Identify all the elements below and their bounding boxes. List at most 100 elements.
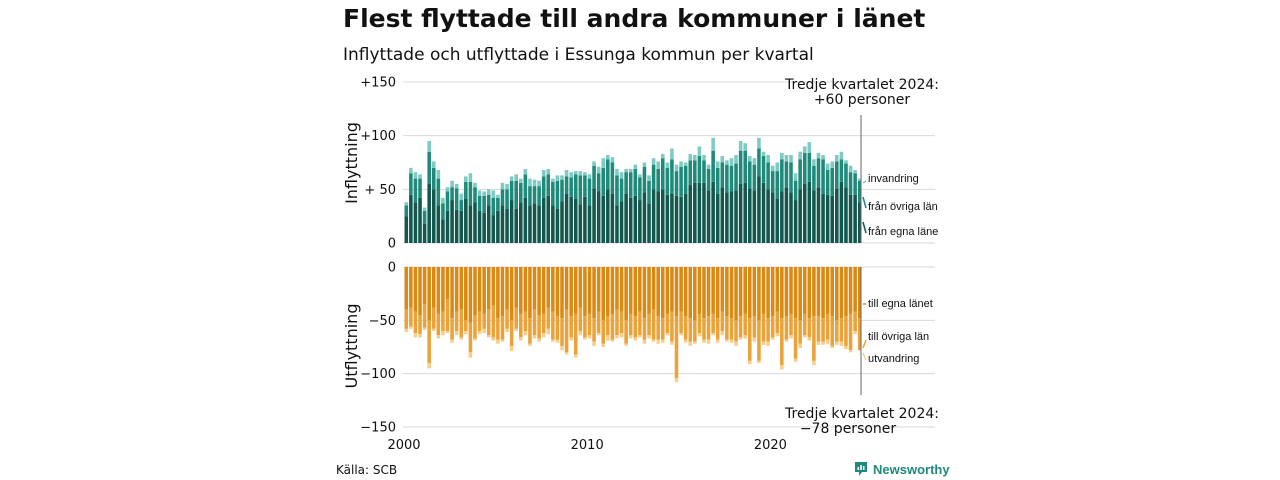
bar-ut_ovriga — [578, 307, 583, 331]
bar-in_egna — [766, 189, 770, 243]
bar-ut_ovriga — [642, 318, 647, 340]
bar-ut_utvandring — [514, 328, 518, 331]
bar-ut_utvandring — [532, 335, 537, 339]
bar-ut_egna — [514, 267, 518, 308]
bar-in_ovriga — [638, 177, 642, 201]
bar-ut_utvandring — [560, 345, 564, 351]
bar-ut_ovriga — [697, 313, 702, 334]
bar-ut_utvandring — [441, 331, 445, 336]
bar-ut_egna — [844, 267, 848, 317]
bar-in_egna — [505, 208, 509, 243]
bar-in_ovriga — [725, 164, 729, 193]
bar-in_ovriga — [464, 181, 468, 199]
bar-in_egna — [482, 212, 486, 243]
bar-in_egna — [857, 202, 862, 243]
bar-ut_ovriga — [770, 316, 775, 338]
bar-in_ovriga — [569, 177, 573, 197]
bar-in_invandring — [647, 175, 651, 181]
bar-in_ovriga — [628, 172, 633, 198]
bar-in_invandring — [422, 207, 427, 211]
bar-in_ovriga — [738, 150, 743, 184]
bar-ut_utvandring — [404, 328, 409, 333]
bar-in_egna — [431, 189, 436, 243]
bar-ut_ovriga — [436, 313, 441, 336]
bar-ut_egna — [610, 267, 615, 314]
bar-in_ovriga — [757, 148, 761, 177]
bar-in_ovriga — [468, 181, 473, 206]
bar-in_invandring — [793, 173, 798, 181]
bar-in_ovriga — [812, 165, 816, 191]
bar-in_egna — [780, 191, 784, 243]
bar-in_ovriga — [679, 166, 683, 197]
bar-in_invandring — [665, 162, 670, 168]
bar-ut_ovriga — [830, 316, 835, 346]
bar-ut_ovriga — [454, 311, 459, 331]
bar-in_invandring — [519, 178, 523, 183]
bar-ut_egna — [459, 267, 464, 310]
bar-ut_egna — [798, 267, 802, 321]
bar-in_egna — [546, 195, 551, 243]
bar-in_ovriga — [528, 186, 532, 206]
bar-in_ovriga — [619, 178, 624, 202]
bar-ut_ovriga — [821, 318, 825, 342]
bar-in_invandring — [409, 167, 413, 174]
bar-ut_ovriga — [477, 311, 482, 331]
chart-subtitle: Inflyttade och utflyttade i Essunga komm… — [343, 45, 814, 65]
bar-ut_ovriga — [738, 316, 743, 338]
bar-in_ovriga — [752, 164, 757, 191]
bar-in_ovriga — [592, 165, 596, 189]
bar-ut_utvandring — [812, 360, 816, 366]
bar-ut_egna — [596, 267, 601, 312]
bar-ut_egna — [670, 267, 674, 312]
bar-ut_egna — [775, 267, 780, 312]
bar-in_invandring — [596, 166, 601, 174]
y-tick-label: −150 — [360, 421, 396, 436]
bar-in_egna — [459, 210, 464, 243]
annotation-top-line1: Tredje kvartalet 2024: — [784, 77, 939, 93]
bar-in_ovriga — [642, 166, 647, 193]
bar-ut_utvandring — [802, 335, 807, 338]
bar-in_invandring — [583, 172, 587, 176]
bar-ut_ovriga — [853, 311, 857, 331]
bar-in_egna — [784, 187, 789, 243]
bar-ut_utvandring — [853, 331, 857, 335]
bar-in_ovriga — [560, 179, 564, 202]
bar-ut_egna — [638, 267, 642, 312]
bar-ut_utvandring — [482, 328, 486, 334]
bar-in_ovriga — [555, 180, 560, 209]
bar-ut_ovriga — [702, 318, 706, 340]
bar-ut_ovriga — [606, 316, 610, 336]
bar-ut_ovriga — [532, 309, 537, 336]
bar-ut_utvandring — [422, 327, 427, 330]
bar-in_egna — [812, 190, 816, 243]
bar-ut_egna — [665, 267, 670, 314]
bar-in_ovriga — [596, 173, 601, 192]
bar-in_invandring — [757, 137, 761, 149]
bar-ut_utvandring — [651, 339, 656, 342]
bar-ut_utvandring — [780, 365, 784, 370]
bar-in_invandring — [789, 154, 793, 163]
bar-in_ovriga — [748, 161, 752, 189]
bar-in_ovriga — [697, 156, 702, 183]
bar-ut_utvandring — [583, 337, 587, 340]
bar-ut_egna — [441, 267, 445, 312]
bar-ut_utvandring — [816, 341, 821, 345]
bar-in_invandring — [679, 161, 683, 167]
bar-in_egna — [477, 210, 482, 243]
bar-ut_egna — [706, 267, 711, 317]
bar-ut_ovriga — [459, 309, 464, 338]
bar-ut_egna — [560, 267, 564, 319]
bar-in_egna — [835, 188, 839, 243]
bar-ut_egna — [839, 267, 844, 319]
bar-ut_ovriga — [839, 318, 844, 342]
bar-in_ovriga — [500, 189, 505, 206]
bar-in_ovriga — [473, 187, 477, 203]
bar-in_ovriga — [486, 194, 491, 206]
bar-in_ovriga — [830, 167, 835, 196]
bar-in_ovriga — [784, 161, 789, 188]
bar-in_invandring — [642, 162, 647, 167]
bar-in_invandring — [743, 143, 747, 151]
bar-ut_utvandring — [633, 337, 638, 341]
bar-in_invandring — [729, 158, 734, 166]
bar-in_invandring — [830, 161, 835, 168]
